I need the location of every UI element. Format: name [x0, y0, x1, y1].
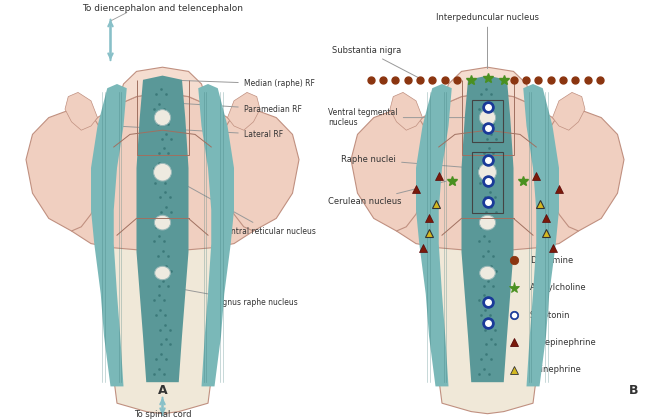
Polygon shape — [117, 67, 208, 105]
Polygon shape — [390, 92, 422, 130]
Text: Serotonin: Serotonin — [530, 310, 570, 320]
Polygon shape — [543, 109, 624, 231]
Ellipse shape — [155, 266, 170, 280]
Text: Epinephrine: Epinephrine — [530, 365, 580, 374]
Text: B: B — [629, 384, 638, 397]
Text: Cerulean nucleus: Cerulean nucleus — [328, 181, 446, 206]
Text: Norepinephrine: Norepinephrine — [530, 338, 595, 347]
Polygon shape — [65, 92, 260, 252]
Ellipse shape — [480, 215, 495, 230]
Text: Ventral tegmental
nucleus: Ventral tegmental nucleus — [328, 108, 470, 127]
Text: Magnus raphe nucleus: Magnus raphe nucleus — [165, 286, 298, 307]
Text: Paramedian RF: Paramedian RF — [142, 101, 302, 114]
Polygon shape — [136, 76, 188, 382]
Text: To diencephalon and telencephalon: To diencephalon and telencephalon — [82, 4, 243, 13]
Text: Lateral RF: Lateral RF — [118, 126, 283, 139]
Text: Central reticular nucleus: Central reticular nucleus — [165, 173, 316, 236]
Polygon shape — [442, 67, 533, 105]
Polygon shape — [104, 210, 221, 414]
Text: Raphe nuclei: Raphe nuclei — [341, 155, 470, 168]
Polygon shape — [91, 84, 127, 386]
Polygon shape — [65, 92, 98, 130]
Text: To spinal cord: To spinal cord — [134, 410, 191, 419]
Text: A: A — [158, 384, 167, 397]
Ellipse shape — [153, 163, 172, 181]
Polygon shape — [218, 109, 299, 231]
Polygon shape — [552, 92, 585, 130]
Polygon shape — [227, 92, 260, 130]
Text: Dopamine: Dopamine — [530, 256, 573, 265]
Text: Interpeduncular nucleus: Interpeduncular nucleus — [436, 13, 539, 68]
Ellipse shape — [480, 266, 495, 280]
Polygon shape — [429, 210, 546, 414]
Ellipse shape — [480, 110, 495, 126]
Polygon shape — [351, 109, 432, 231]
Ellipse shape — [155, 215, 170, 230]
Text: Substantia nigra: Substantia nigra — [332, 46, 420, 79]
Polygon shape — [523, 84, 559, 386]
Text: Acetylcholine: Acetylcholine — [530, 283, 586, 292]
Ellipse shape — [478, 163, 497, 181]
Polygon shape — [416, 84, 452, 386]
Polygon shape — [198, 84, 234, 386]
Polygon shape — [390, 92, 585, 252]
Polygon shape — [462, 76, 514, 382]
Text: Median (raphe) RF: Median (raphe) RF — [165, 79, 315, 89]
Ellipse shape — [155, 110, 170, 126]
Polygon shape — [26, 109, 107, 231]
